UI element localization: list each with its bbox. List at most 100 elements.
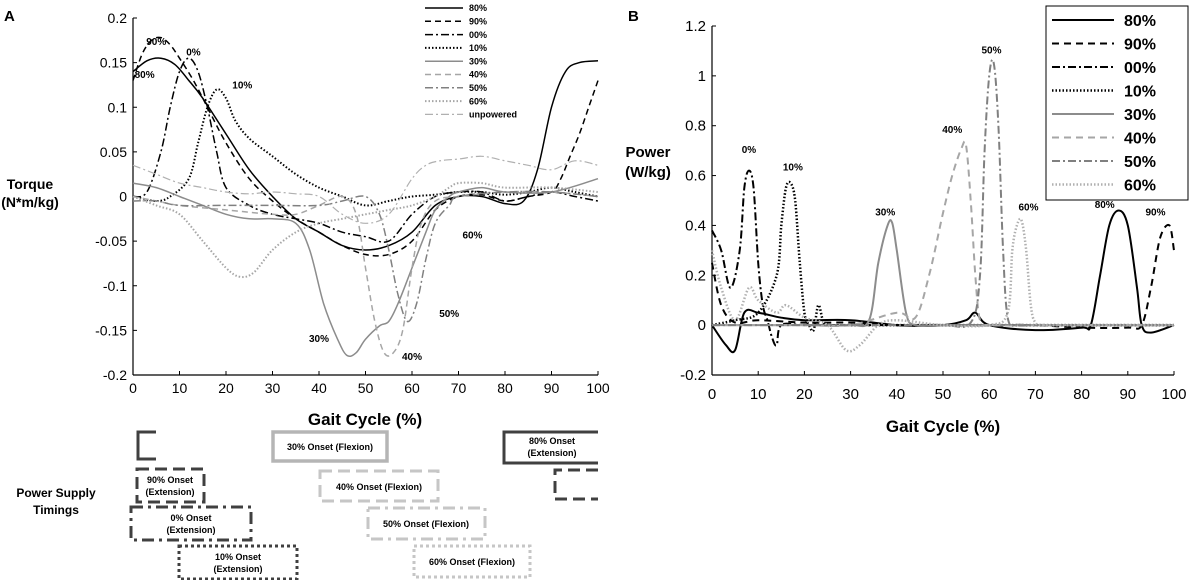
panel-b-legend-label: 60% — [1124, 177, 1156, 194]
timing-box-50 — [366, 506, 487, 541]
panel-b-legend-label: 30% — [1124, 107, 1156, 124]
panel-a-annotation: 50% — [439, 309, 459, 320]
panel-b-ytick-label: 0.4 — [685, 217, 706, 234]
panel-a-plot: -0.2 -0.15 -0.1 -0.05 0 0.05 0.1 0.15 0.2 0 10 20 30… — [95, 10, 610, 396]
panel-b-legend-label: 80% — [1124, 13, 1156, 30]
panel-a-series-60pct — [132, 181, 599, 279]
panel-a-xtick-label: 10 — [172, 380, 188, 396]
timing-80-line1: 80% Onset — [529, 436, 575, 446]
panel-a-annotation: 0% — [186, 47, 201, 58]
timing-80-line2: (Extension) — [527, 448, 576, 458]
panel-a-annotation: 30% — [309, 334, 329, 345]
panel-b-legend-label: 10% — [1124, 83, 1156, 100]
panel-a-legend-label: 30% — [469, 56, 487, 66]
panel-b-series-50pct — [711, 58, 1175, 328]
panel-a-ytick-label: -0.1 — [103, 278, 127, 294]
panel-a-ytick-label: 0.1 — [108, 99, 128, 115]
timing-box-10 — [177, 544, 299, 581]
panel-b-xtick-label: 60 — [981, 386, 998, 403]
timing-00-line1: 0% Onset — [170, 513, 211, 523]
panel-a-series-80pct — [132, 57, 599, 251]
panel-a-label: A — [4, 8, 15, 25]
panel-b-ytick-label: 0.8 — [685, 118, 706, 135]
panel-b-ytick-label: 1 — [698, 68, 706, 85]
panel-b-legend-label: 40% — [1124, 130, 1156, 147]
timings-title-line2: Timings — [33, 503, 79, 517]
panel-a-series-90pct — [132, 36, 599, 257]
panel-b-xtick-label: 100 — [1161, 386, 1186, 403]
panel-a-xtick-label: 30 — [265, 380, 281, 396]
panel-b-annotation: 60% — [1018, 202, 1038, 213]
panel-a-annotation: 60% — [462, 230, 482, 241]
panel-a-ytick-label: 0.05 — [100, 144, 127, 160]
timing-90-line1: 90% Onset — [147, 475, 193, 485]
panel-b-annotation: 40% — [942, 125, 962, 136]
panel-a-series-30pct — [132, 177, 599, 358]
panel-a-xtick-label: 40 — [311, 380, 327, 396]
panel-a-xtick-label: 0 — [129, 380, 137, 396]
timing-10-line1: 10% Onset — [215, 552, 261, 562]
panel-a-annotation: 80% — [135, 70, 155, 81]
panel-b-xtick-label: 90 — [1119, 386, 1136, 403]
panel-b-ytick-label: 1.2 — [685, 18, 706, 35]
panel-a-legend-label: 60% — [469, 96, 487, 106]
panel-b-legend-label: 90% — [1124, 36, 1156, 53]
panel-b-xtick-label: 20 — [796, 386, 813, 403]
timings-title-line1: Power Supply — [16, 486, 96, 500]
panel-b-xlabel: Gait Cycle (%) — [886, 417, 1000, 436]
panel-a-xlabel: Gait Cycle (%) — [308, 410, 422, 429]
panel-a-legend-label: 80% — [469, 3, 487, 13]
panel-a-series-50pct — [132, 190, 599, 323]
panel-b-plot: -0.200.20.40.60.811.20 10 20 30 40 50 60 70 80 90… — [680, 18, 1186, 403]
panel-b-annotation: 10% — [783, 163, 803, 174]
panel-b-series-90pct — [711, 223, 1175, 330]
panel-b-ytick-label: 0 — [698, 317, 706, 334]
timing-box-80 — [502, 430, 598, 465]
timing-box-30 — [271, 430, 389, 463]
panel-b-legend-label: 50% — [1124, 154, 1156, 171]
panel-b-label: B — [628, 8, 639, 25]
panel-a-annotation: 90% — [146, 37, 166, 48]
panel-a-legend-label: 90% — [469, 17, 487, 27]
panel-b-ytick-label: 0.2 — [685, 267, 706, 284]
timing-50-line1: 50% Onset (Flexion) — [383, 519, 469, 529]
panel-a-legend-label: 40% — [469, 70, 487, 80]
panel-a-xtick-label: 50 — [358, 380, 374, 396]
panel-a-series-unpowered — [132, 155, 599, 224]
panel-a-ytick-label: 0 — [119, 189, 127, 205]
panel-b-legend-label: 00% — [1124, 60, 1156, 77]
timing-box-90 — [135, 467, 206, 504]
panel-a-legend: 80% 90% 00% 10% 30% 40% 50% 60% unpowered — [425, 3, 517, 120]
panel-a-xtick-label: 60 — [404, 380, 420, 396]
panel-a-annotation: 40% — [402, 352, 422, 363]
panel-a-ytick-label: -0.2 — [103, 367, 127, 383]
panel-a-legend-label: unpowered — [469, 110, 517, 120]
panel-b-annotation: 80% — [1095, 200, 1115, 211]
panel-b-xtick-label: 50 — [935, 386, 952, 403]
panel-a-ylabel-line2: (N*m/kg) — [1, 194, 59, 210]
panel-b-ylabel-line1: Power — [625, 144, 670, 161]
panel-a-series-10pct — [132, 88, 599, 207]
timing-90-line2: (Extension) — [145, 487, 194, 497]
panel-a-legend-label: 10% — [469, 43, 487, 53]
panel-b-legend: 80% 90% 00% 10% 30% 40% 50% 60% — [1052, 13, 1156, 194]
timing-90-bracket-right — [553, 468, 598, 501]
timing-30-line1: 30% Onset (Flexion) — [287, 442, 373, 452]
panel-b-xtick-label: 0 — [708, 386, 716, 403]
panel-a-ytick-label: 0.2 — [108, 10, 128, 26]
panel-a-ytick-label: -0.15 — [95, 322, 127, 338]
panel-b-legend-frame — [1045, 5, 1189, 201]
timing-box-40 — [318, 469, 440, 503]
panel-a-xtick-label: 70 — [451, 380, 467, 396]
panel-a-xtick-label: 100 — [586, 380, 610, 396]
panel-b-annotation: 50% — [982, 45, 1002, 56]
panel-a-xtick-label: 90 — [544, 380, 560, 396]
timing-40-line1: 40% Onset (Flexion) — [336, 482, 422, 492]
panel-b-xtick-label: 80 — [1073, 386, 1090, 403]
timing-80-bracket-left — [136, 430, 156, 461]
panel-a-legend-label: 50% — [469, 83, 487, 93]
panel-b-ytick-label: 0.6 — [685, 168, 706, 185]
panel-b-annotation: 90% — [1146, 207, 1166, 218]
